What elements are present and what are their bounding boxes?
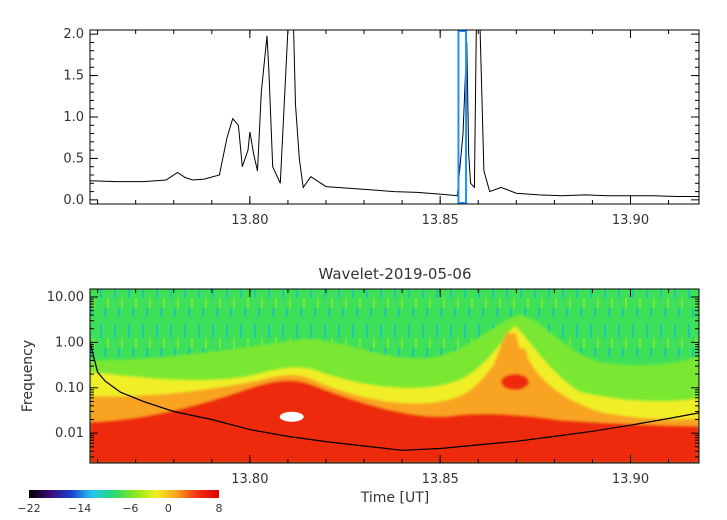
y-tick-label: 2.0: [63, 27, 84, 42]
y-axis-label: Frequency: [20, 340, 36, 412]
lightcurve-line: [90, 30, 699, 197]
y-tick-label: 1.0: [63, 110, 84, 125]
x-tick-label: 13.85: [422, 213, 459, 228]
wavelet-plot-frame: [89, 288, 700, 464]
y-tick-label: 10.00: [47, 290, 84, 305]
colorbar-tick-label: 8: [216, 502, 223, 515]
lightcurve-plot-frame: [89, 29, 700, 205]
power-contour-red-bottom: [90, 440, 699, 463]
wavelet-axes: 13.80 13.85 13.90 0.01 0.10 1.00 10.00: [47, 289, 699, 487]
y-tick-label: 0.0: [63, 193, 84, 208]
x-tick-label: 13.85: [422, 472, 459, 487]
x-tick-label: 13.80: [231, 472, 268, 487]
lightcurve-chart: 13.80 13.85 13.90 0.0 0.5 1.0 1.5 2.0: [63, 27, 700, 228]
x-tick-label: 13.80: [231, 213, 268, 228]
colorbar: −22 −14 −6 0 8: [17, 490, 223, 515]
wavelet-title: Wavelet-2019-05-06: [318, 265, 471, 283]
power-contour-red-peak: [501, 374, 529, 390]
wavelet-chart: Wavelet-2019-05-06: [20, 265, 700, 506]
colorbar-tick-label: −6: [122, 502, 138, 515]
y-tick-label: 0.5: [63, 151, 84, 166]
x-axis-label: Time [UT]: [360, 490, 429, 506]
colorbar-tick-label: 0: [165, 502, 172, 515]
highlight-rectangle: [457, 30, 468, 204]
colorbar-tick-label: −22: [17, 502, 40, 515]
wavelet-heatmap: [90, 289, 699, 463]
y-tick-label: 0.10: [55, 381, 84, 396]
y-tick-label: 0.01: [55, 426, 84, 441]
lightcurve-axes: 13.80 13.85 13.90 0.0 0.5 1.0 1.5 2.0: [63, 27, 699, 228]
cone-of-influence-line: [90, 342, 699, 451]
colorbar-gradient: [29, 490, 219, 498]
colorbar-tick-label: −14: [68, 502, 91, 515]
x-tick-label: 13.90: [612, 213, 649, 228]
y-tick-label: 1.5: [63, 69, 84, 84]
x-tick-label: 13.90: [612, 472, 649, 487]
power-peak-marker: [279, 411, 304, 422]
y-tick-label: 1.00: [55, 335, 84, 350]
power-contour-orange-peak: [488, 330, 548, 390]
colorbar-ticks: −22 −14 −6 0 8: [17, 502, 222, 515]
